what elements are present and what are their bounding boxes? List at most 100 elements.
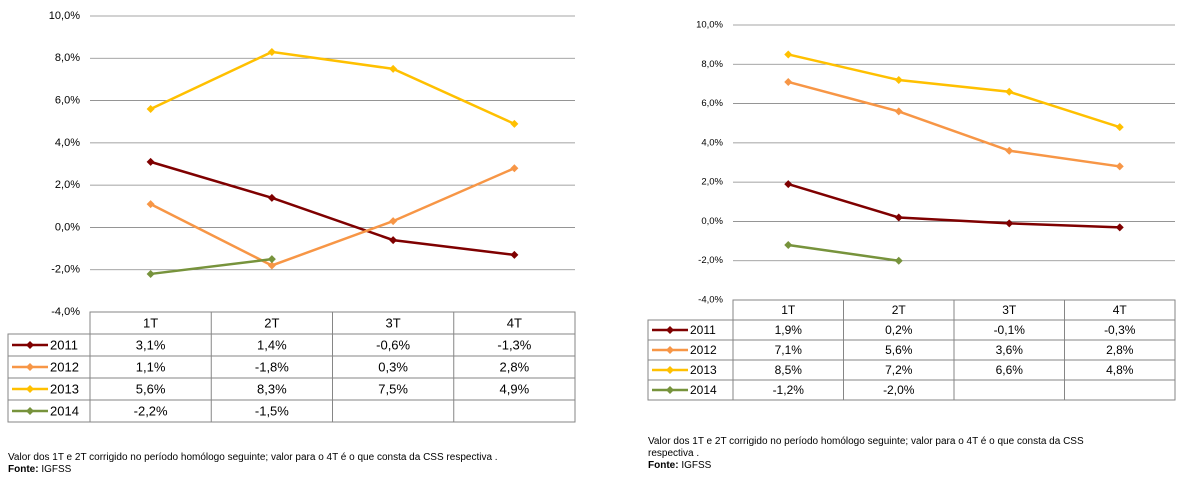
table-value: 8,5%	[775, 363, 803, 377]
y-tick-label: 6,0%	[55, 94, 80, 106]
footnote-block: Valor dos 1T e 2T corrigido no período h…	[648, 436, 1128, 472]
point-marker	[510, 164, 519, 173]
table-value: -1,5%	[255, 403, 289, 418]
table-value: 0,2%	[885, 323, 913, 337]
y-tick-label: 0,0%	[55, 221, 80, 233]
table-value: 1,4%	[257, 337, 287, 352]
table-value: 7,5%	[378, 381, 408, 396]
point-marker	[1005, 146, 1014, 155]
point-marker	[389, 236, 398, 245]
legend-marker	[26, 341, 34, 349]
point-marker	[267, 261, 276, 270]
source: Fonte: IGFSS	[648, 460, 1128, 472]
point-marker	[784, 50, 793, 59]
legend-label: 2014	[50, 403, 79, 418]
table-value: 0,3%	[378, 359, 408, 374]
legend-label: 2014	[690, 383, 717, 397]
x-tick-label: 2T	[264, 315, 279, 330]
table-value: 5,6%	[136, 381, 166, 396]
y-tick-label: -2,0%	[698, 255, 723, 266]
point-marker	[894, 107, 903, 116]
table-value: 6,6%	[996, 363, 1024, 377]
y-tick-label: 8,0%	[55, 52, 80, 64]
point-marker	[146, 269, 155, 278]
y-tick-label: -4,0%	[698, 295, 723, 306]
table-value: 3,1%	[136, 337, 166, 352]
y-tick-label: 10,0%	[696, 20, 723, 31]
point-marker	[146, 157, 155, 166]
table-value: 1,1%	[136, 359, 166, 374]
y-tick-label: 4,0%	[55, 137, 80, 149]
series-line	[787, 53, 1121, 129]
point-marker	[784, 180, 793, 189]
legend-marker	[26, 363, 34, 371]
point-marker	[267, 193, 276, 202]
series-line	[788, 243, 899, 262]
legend-label: 2012	[50, 359, 79, 374]
x-tick-label: 3T	[386, 315, 401, 330]
source-label: Fonte:	[8, 464, 39, 475]
series-line	[787, 182, 1120, 229]
footnote: Valor dos 1T e 2T corrigido no período h…	[648, 436, 1084, 459]
source-name: IGFSS	[41, 464, 72, 475]
x-tick-label: 1T	[143, 315, 158, 330]
table-value: -1,8%	[255, 359, 289, 374]
point-marker	[146, 200, 155, 209]
table-value: 1,9%	[775, 323, 803, 337]
point-marker	[1005, 87, 1014, 96]
legend-label: 2012	[690, 343, 717, 357]
table-value: 7,1%	[775, 343, 803, 357]
point-marker	[1115, 162, 1124, 171]
table-value: 7,2%	[885, 363, 913, 377]
point-marker	[894, 213, 903, 222]
table-value: -0,1%	[994, 323, 1026, 337]
point-marker	[146, 105, 155, 114]
legend-label: 2013	[50, 381, 79, 396]
legend-label: 2011	[690, 323, 716, 337]
y-tick-label: 10,0%	[49, 10, 80, 22]
table-value: -1,2%	[773, 383, 805, 397]
table-value: 4,8%	[1106, 363, 1134, 377]
table-value: 5,6%	[885, 343, 913, 357]
table-value: -0,6%	[376, 337, 410, 352]
table-value: -0,3%	[1104, 323, 1136, 337]
footnote-block: Valor dos 1T e 2T corrigido no período h…	[8, 452, 518, 476]
point-marker	[1115, 223, 1124, 232]
table-value: -2,0%	[883, 383, 915, 397]
table-value: 3,6%	[996, 343, 1024, 357]
series-line	[150, 160, 515, 257]
legend-marker	[666, 326, 674, 334]
table-value: 2,8%	[1106, 343, 1134, 357]
x-tick-label: 4T	[507, 315, 522, 330]
point-marker	[1115, 123, 1124, 132]
series-line	[787, 80, 1120, 168]
legend-marker	[666, 386, 674, 394]
table-value: 8,3%	[257, 381, 287, 396]
x-tick-label: 4T	[1113, 303, 1128, 317]
y-tick-label: 0,0%	[701, 216, 723, 227]
table-value: -1,3%	[497, 337, 531, 352]
legend-label: 2013	[690, 363, 717, 377]
source: Fonte: IGFSS	[8, 464, 518, 476]
y-tick-label: 6,0%	[701, 98, 723, 109]
source-label: Fonte:	[648, 460, 679, 471]
x-tick-label: 1T	[781, 303, 796, 317]
point-marker	[389, 64, 398, 73]
table-value: -2,2%	[134, 403, 168, 418]
legend-label: 2011	[50, 337, 78, 352]
table-value: 2,8%	[500, 359, 530, 374]
point-marker	[389, 217, 398, 226]
footnote: Valor dos 1T e 2T corrigido no período h…	[8, 452, 498, 463]
y-tick-label: 4,0%	[701, 137, 723, 148]
series-line	[150, 167, 515, 267]
table-value: 4,9%	[500, 381, 530, 396]
x-tick-label: 2T	[892, 303, 907, 317]
x-tick-label: 3T	[1002, 303, 1017, 317]
point-marker	[784, 77, 793, 86]
legend-marker	[666, 346, 674, 354]
legend-marker	[26, 385, 34, 393]
y-tick-label: -4,0%	[51, 306, 80, 318]
point-marker	[510, 250, 519, 259]
